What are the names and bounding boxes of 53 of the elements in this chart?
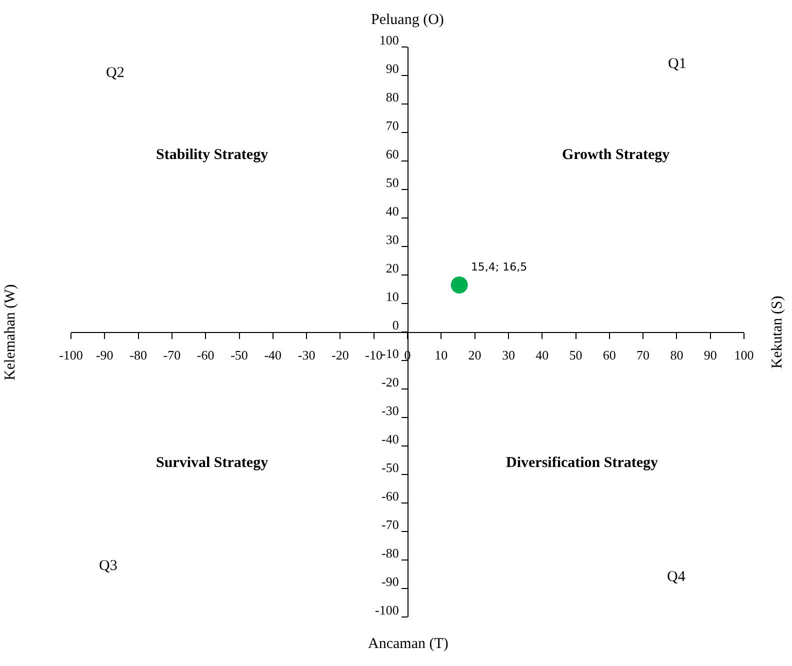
x-tick-label: -70 (163, 348, 181, 363)
x-tick-label: 10 (434, 348, 448, 363)
y-tick-label: -30 (382, 403, 399, 418)
x-tick-label: -60 (196, 348, 214, 363)
y-tick-label: 10 (386, 289, 399, 304)
annotation: Stability Strategy (156, 147, 269, 163)
x-tick-label: 90 (704, 348, 717, 363)
y-tick-label: 70 (386, 118, 399, 134)
text: Peluang (O) (371, 12, 444, 28)
y-tick-label: 20 (386, 260, 399, 276)
y-tick-label: -40 (382, 432, 399, 447)
data-label: 15,4; 16,5 (470, 260, 528, 274)
y-tick-label: 30 (386, 232, 399, 248)
x-tick-label: 60 (602, 348, 616, 363)
y-tick-label: 0 (392, 318, 399, 333)
y-tick-label: -90 (382, 574, 399, 590)
x-tick-label: 30 (502, 348, 515, 363)
y-tick-label: 40 (386, 204, 399, 219)
x-tick-label: 100 (734, 348, 754, 363)
y-tick-label: 100 (379, 32, 399, 48)
y-tick-label: 50 (386, 175, 399, 190)
x-tick-label: 80 (670, 348, 684, 363)
x-tick-label: 40 (536, 348, 549, 363)
y-tick-label: -80 (382, 546, 399, 561)
x-tick-label: -80 (130, 348, 147, 363)
annotation: Q3 (99, 558, 118, 574)
annotation: Diversification Strategy (506, 455, 659, 471)
x-tick-label: -10 (365, 348, 383, 363)
y-tick-label: 90 (386, 61, 399, 76)
x-tick-label: -100 (59, 348, 83, 363)
x-tick-label: -30 (298, 348, 316, 363)
x-tick-label: -90 (96, 348, 114, 363)
x-tick-label: 50 (569, 348, 582, 363)
text: Ancaman (T) (368, 636, 448, 652)
y-tick-label: -60 (382, 488, 399, 504)
annotation: Q2 (106, 65, 124, 81)
x-tick-label: 70 (636, 348, 650, 363)
annotation: Growth Strategy (562, 147, 670, 163)
y-tick-label: 80 (386, 90, 399, 105)
x-tick-label: -40 (264, 348, 282, 363)
annotation: Q4 (667, 569, 686, 585)
text: Kekutan (S) (770, 296, 786, 369)
annotation: Survival Strategy (156, 455, 269, 471)
y-tick-label: -20 (382, 374, 399, 390)
y-tick-label: 60 (386, 146, 399, 162)
text: Kelemahan (W) (2, 284, 18, 380)
y-tick-label: -70 (382, 517, 399, 532)
x-tick-label: -50 (230, 348, 248, 363)
annotation: Q1 (668, 56, 686, 72)
x-tick-label: 20 (468, 348, 482, 363)
x-tick-label: -20 (332, 348, 349, 363)
y-tick-label: -50 (382, 460, 399, 476)
y-tick-label: -100 (375, 602, 399, 618)
